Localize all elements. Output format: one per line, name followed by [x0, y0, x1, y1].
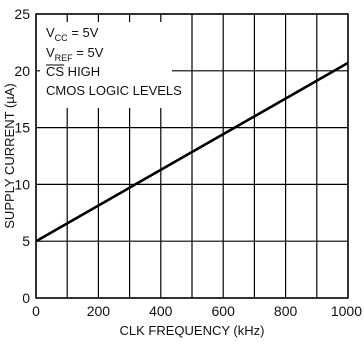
x-axis-label: CLK FREQUENCY (kHz) — [120, 323, 265, 338]
y-tick-label: 15 — [14, 120, 30, 136]
cmos-annotation: CMOS LOGIC LEVELS — [46, 83, 182, 98]
series-layer — [35, 61, 349, 243]
vcc-subscript: CC — [55, 33, 68, 43]
x-tick-label: 1000 — [331, 303, 362, 319]
x-tick-label: 400 — [149, 303, 173, 319]
vref-annotation: VREF = 5V — [46, 45, 104, 63]
vref-subscript: REF — [55, 53, 74, 63]
cs-state: HIGH — [64, 64, 100, 79]
y-tick-label: 25 — [14, 6, 30, 22]
cs-annotation: CS HIGH — [46, 64, 100, 79]
y-tick-labels: 0 5 10 15 20 25 — [14, 6, 30, 306]
vref-symbol: V — [46, 45, 55, 60]
supply-current-line — [35, 61, 349, 243]
y-axis-label: SUPPLY CURRENT (µA) — [2, 83, 17, 228]
cs-overbar-text: CS — [46, 64, 64, 79]
vref-value: = 5V — [73, 45, 104, 60]
vcc-symbol: V — [46, 25, 55, 40]
y-tick-label: 0 — [22, 290, 30, 306]
x-tick-labels: 0 200 400 600 800 1000 — [32, 303, 362, 319]
vcc-value: = 5V — [68, 25, 99, 40]
x-tick-label: 200 — [87, 303, 111, 319]
x-tick-label: 800 — [274, 303, 298, 319]
y-tick-label: 20 — [14, 63, 30, 79]
x-tick-label: 600 — [212, 303, 236, 319]
y-tick-label: 10 — [14, 176, 30, 192]
vcc-annotation: VCC = 5V — [46, 25, 99, 43]
annotation-box: VCC = 5V VREF = 5V CS HIGH CMOS LOGIC LE… — [40, 22, 182, 108]
plot-frame — [35, 13, 349, 299]
y-tick-label: 5 — [22, 233, 30, 249]
x-tick-label: 0 — [32, 303, 40, 319]
